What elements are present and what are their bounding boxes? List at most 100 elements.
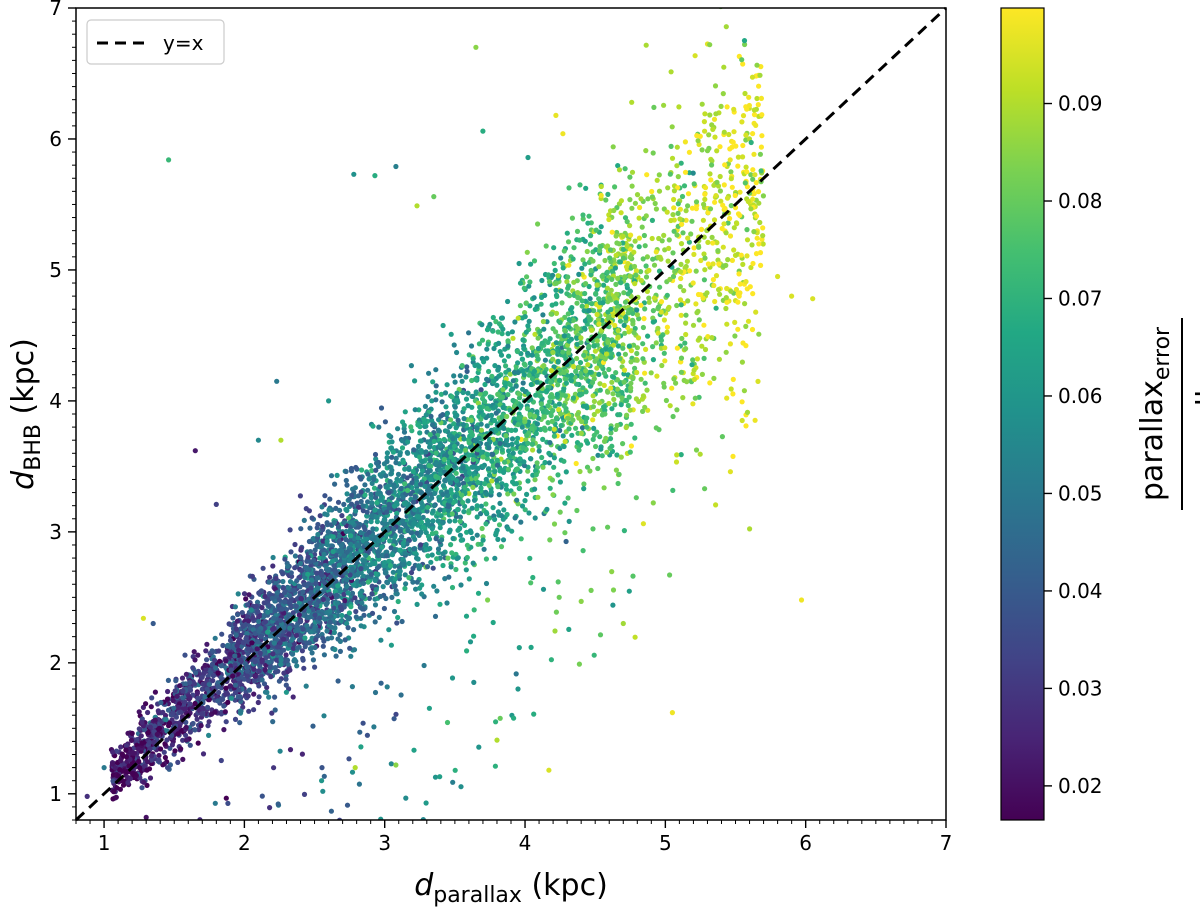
scatter-point — [490, 619, 496, 626]
scatter-point — [452, 518, 458, 524]
scatter-point — [334, 472, 340, 478]
scatter-point — [369, 583, 375, 589]
scatter-point — [496, 321, 503, 327]
scatter-point — [402, 466, 408, 472]
scatter-point — [386, 558, 392, 564]
scatter-point — [301, 517, 307, 524]
scatter-point — [297, 493, 303, 499]
scatter-point — [643, 346, 649, 352]
scatter-point — [405, 439, 411, 445]
scatter-point — [256, 694, 262, 700]
scatter-point — [603, 197, 609, 203]
scatter-point — [550, 356, 556, 362]
scatter-point — [358, 489, 364, 495]
scatter-point — [720, 244, 726, 250]
scatter-point — [605, 389, 611, 395]
scatter-point — [503, 486, 509, 492]
scatter-point — [519, 315, 526, 321]
scatter-point — [636, 316, 642, 322]
scatter-point — [437, 601, 443, 607]
scatter-point — [221, 727, 227, 733]
scatter-point — [664, 329, 670, 335]
scatter-point — [364, 509, 370, 515]
scatter-point — [287, 747, 294, 753]
scatter-point — [640, 341, 646, 347]
scatter-point — [344, 482, 350, 488]
scatter-point — [747, 526, 753, 532]
scatter-point — [671, 376, 677, 382]
scatter-point — [368, 463, 374, 469]
scatter-point — [609, 406, 615, 412]
scatter-point — [511, 491, 517, 497]
scatter-point — [514, 439, 520, 446]
scatter-point — [306, 640, 313, 646]
scatter-point — [324, 628, 330, 634]
scatter-point — [395, 471, 402, 477]
scatter-point — [592, 358, 598, 364]
scatter-point — [286, 612, 292, 618]
scatter-point — [516, 395, 523, 401]
scatter-point — [306, 508, 312, 514]
scatter-point — [705, 209, 711, 216]
scatter-point — [346, 610, 352, 616]
scatter-point — [338, 618, 344, 624]
scatter-point — [455, 555, 461, 561]
scatter-point — [462, 484, 468, 490]
scatter-point — [632, 238, 638, 244]
scatter-point — [617, 318, 624, 324]
scatter-point — [548, 412, 554, 419]
scatter-point — [529, 345, 535, 351]
scatter-point — [204, 657, 210, 663]
scatter-point — [494, 382, 500, 388]
scatter-point — [748, 172, 754, 178]
scatter-point — [190, 665, 196, 671]
scatter-point — [625, 260, 631, 267]
scatter-point — [562, 327, 568, 333]
scatter-point — [137, 765, 143, 771]
scatter-point — [194, 690, 200, 696]
scatter-point — [433, 397, 439, 403]
scatter-point — [348, 555, 354, 561]
scatter-point — [594, 338, 600, 344]
scatter-point — [518, 403, 524, 409]
scatter-point — [643, 42, 649, 48]
scatter-point — [758, 95, 765, 101]
scatter-point — [426, 463, 432, 469]
scatter-point — [665, 185, 671, 191]
scatter-point — [249, 573, 255, 580]
scatter-point — [679, 193, 686, 200]
scatter-point — [622, 215, 629, 221]
scatter-point — [590, 455, 596, 462]
scatter-point — [663, 397, 670, 404]
scatter-point — [372, 689, 379, 696]
scatter-point — [727, 146, 733, 152]
scatter-point — [558, 288, 564, 294]
scatter-point — [610, 391, 616, 397]
scatter-point — [652, 200, 658, 207]
scatter-point — [757, 151, 764, 157]
scatter-point — [632, 200, 639, 206]
scatter-point — [260, 565, 266, 571]
scatter-point — [733, 143, 739, 149]
scatter-point — [464, 542, 470, 548]
scatter-point — [455, 417, 461, 423]
scatter-point — [267, 574, 273, 580]
scatter-point — [682, 169, 689, 175]
scatter-point — [629, 169, 636, 175]
scatter-point — [702, 196, 708, 202]
scatter-point — [675, 174, 681, 180]
scatter-point — [459, 444, 465, 450]
scatter-point — [701, 322, 707, 328]
scatter-point — [312, 664, 318, 670]
scatter-point — [709, 335, 715, 341]
scatter-point — [745, 318, 752, 324]
scatter-point — [119, 751, 125, 757]
scatter-point — [493, 428, 499, 434]
scatter-point — [610, 602, 616, 608]
scatter-point — [470, 535, 476, 542]
scatter-point — [458, 537, 464, 543]
scatter-point — [418, 519, 424, 525]
scatter-point — [210, 673, 216, 679]
scatter-point — [187, 685, 193, 691]
scatter-point — [756, 331, 762, 337]
